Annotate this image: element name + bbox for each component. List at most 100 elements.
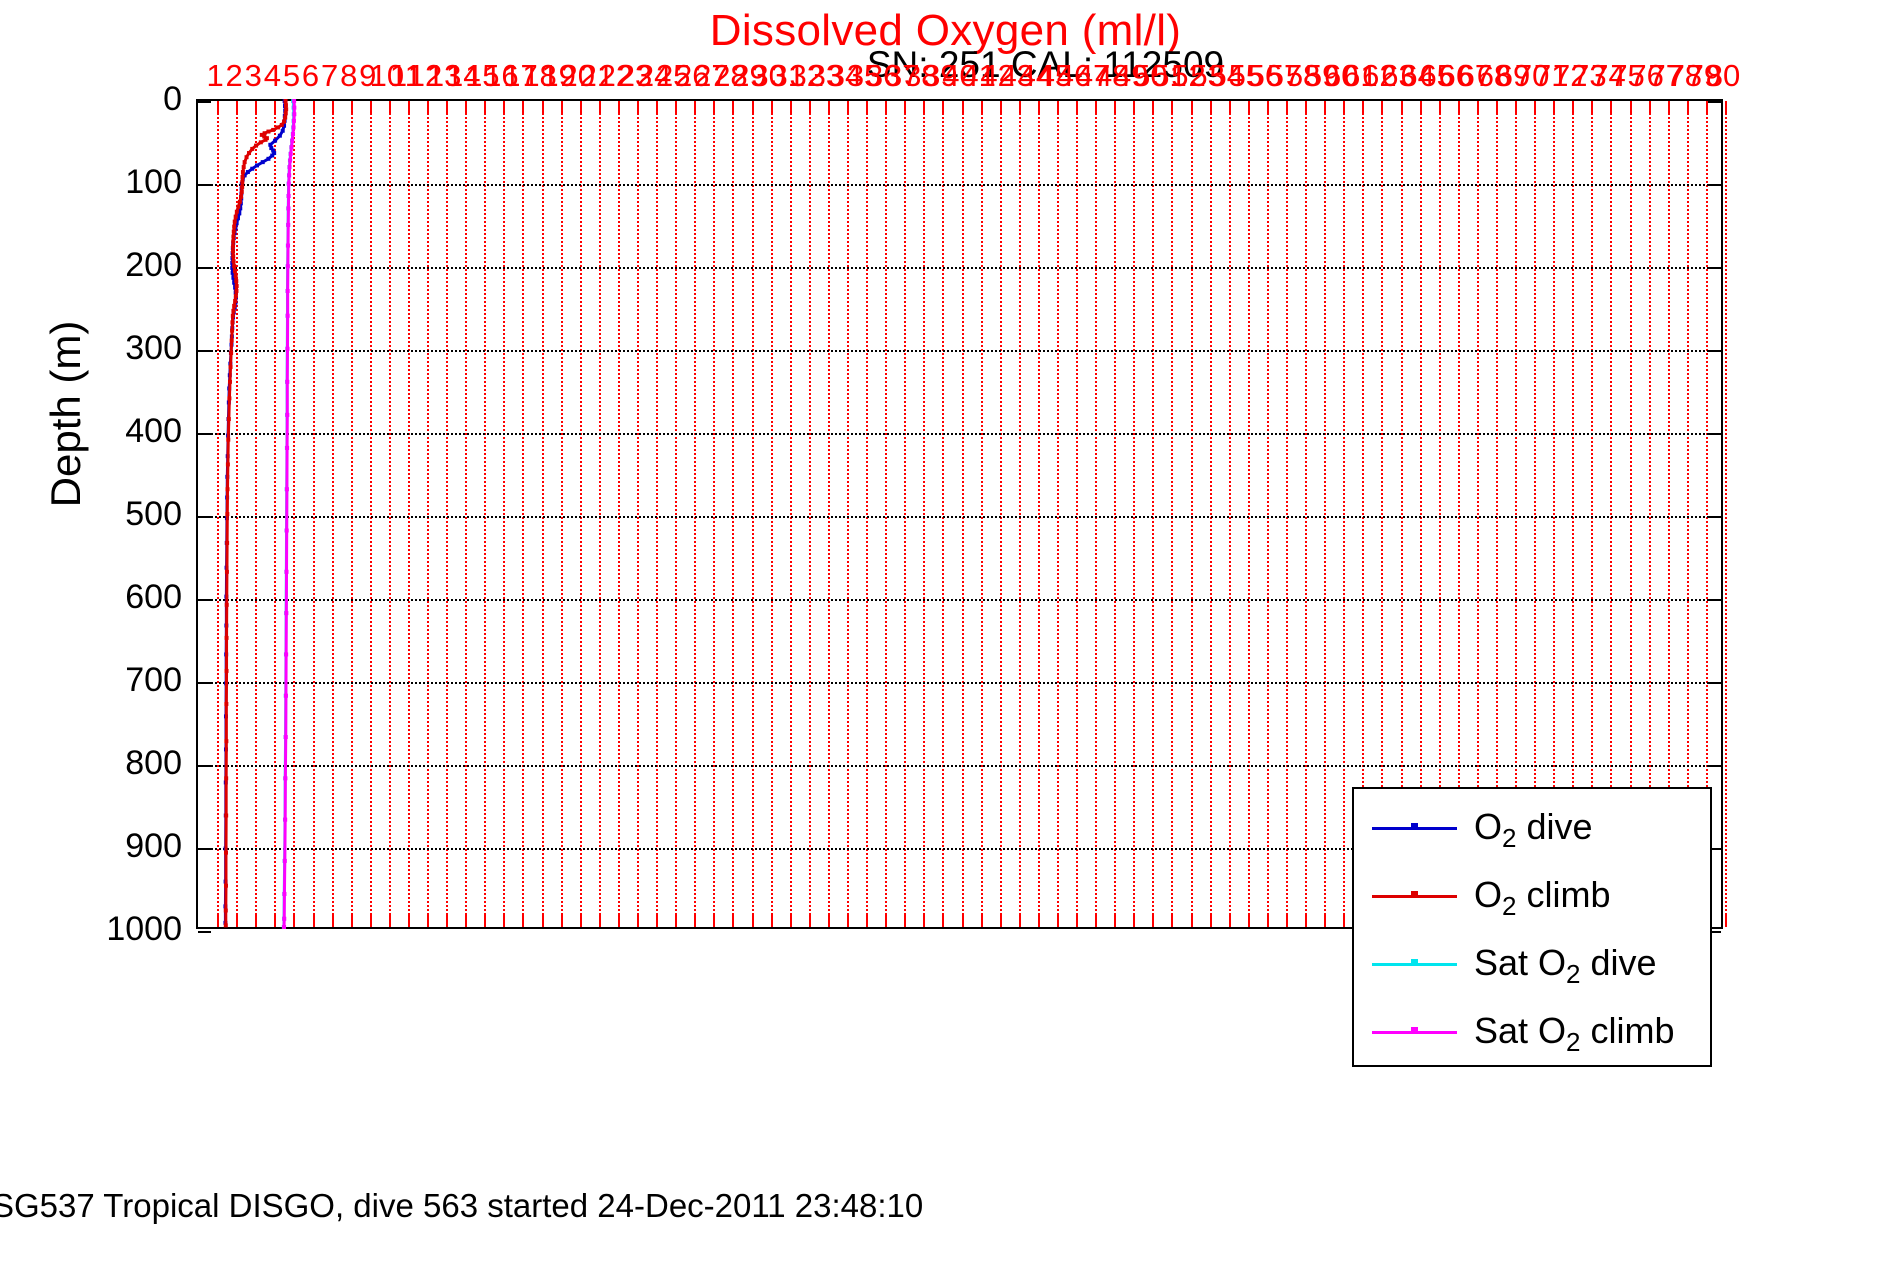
vertical-gridline	[1610, 101, 1613, 927]
series-marker	[234, 209, 239, 214]
x-tick-mark	[1056, 914, 1059, 927]
data-series	[223, 99, 289, 928]
series-marker	[283, 103, 288, 108]
series-marker	[231, 244, 236, 249]
series-marker	[224, 813, 229, 818]
x-tick-label: 46	[1056, 58, 1092, 93]
series-marker	[239, 194, 244, 199]
series-marker	[226, 437, 231, 442]
series-marker	[241, 165, 246, 170]
x-tick-mark	[1285, 101, 1288, 114]
series-marker	[231, 249, 236, 254]
x-tick-mark	[1686, 101, 1689, 114]
x-tick-mark	[541, 101, 544, 114]
x-tick-label: 75	[1610, 58, 1645, 93]
vertical-gridline	[1209, 101, 1212, 927]
x-tick-mark	[1037, 101, 1040, 114]
x-tick-mark	[675, 101, 678, 114]
series-marker	[233, 274, 238, 279]
x-tick-label: 36	[865, 58, 901, 93]
x-tick-mark	[1515, 101, 1518, 114]
vertical-gridline	[312, 101, 315, 927]
vertical-gridline	[1534, 101, 1537, 927]
legend-box[interactable]: O2 dive O2 climb Sat O2 dive Sat O2 climb	[1352, 787, 1712, 1067]
vertical-gridline	[961, 101, 964, 927]
x-tick-label: 41	[961, 58, 996, 93]
series-marker	[224, 668, 229, 673]
legend-marker-icon	[1411, 959, 1418, 966]
x-tick-mark	[1247, 914, 1250, 927]
x-tick-mark	[713, 101, 716, 114]
x-tick-mark	[503, 914, 506, 927]
x-tick-mark	[1190, 101, 1193, 114]
x-tick-mark	[1667, 101, 1670, 114]
series-marker	[285, 445, 290, 450]
x-tick-label: 48	[1094, 58, 1130, 93]
y-tick-mark	[1708, 350, 1721, 352]
x-tick-mark	[312, 101, 315, 114]
series-marker	[269, 146, 274, 151]
series-marker	[282, 891, 287, 896]
vertical-gridline	[1190, 101, 1193, 927]
series-marker	[225, 540, 230, 545]
series-marker	[230, 328, 235, 333]
series-marker	[224, 701, 229, 706]
series-marker	[223, 883, 228, 888]
data-series-layer	[223, 99, 297, 929]
x-tick-mark	[465, 101, 468, 114]
x-tick-mark	[255, 914, 258, 927]
x-tick-mark	[637, 101, 639, 114]
x-tick-mark	[1114, 101, 1117, 114]
x-tick-label: 68	[1476, 58, 1512, 93]
legend-item[interactable]: Sat O2 climb	[1354, 997, 1710, 1067]
x-tick-mark	[713, 914, 716, 927]
vertical-gridline	[656, 101, 659, 927]
x-tick-mark	[637, 914, 639, 927]
y-tick-mark	[198, 765, 211, 767]
legend-item[interactable]: O2 dive	[1354, 793, 1710, 863]
vertical-gridline	[388, 101, 391, 927]
series-marker	[231, 275, 236, 280]
y-tick-mark	[1708, 682, 1721, 684]
vertical-gridline	[904, 101, 907, 927]
series-marker	[284, 528, 289, 533]
series-marker	[283, 115, 288, 120]
vertical-gridline	[808, 101, 811, 927]
series-marker	[262, 131, 267, 136]
x-tick-mark	[1648, 101, 1651, 114]
x-tick-label: 47	[1075, 58, 1111, 93]
horizontal-gridline	[198, 184, 1721, 186]
x-tick-mark	[827, 101, 830, 114]
y-tick-label: 0	[163, 80, 182, 118]
x-tick-label: 78	[1667, 58, 1703, 93]
figure-caption: SG537 Tropical DISGO, dive 563 started 2…	[0, 1187, 924, 1224]
plot-area[interactable]	[196, 99, 1727, 933]
legend-item[interactable]: Sat O2 dive	[1354, 929, 1710, 999]
series-marker	[258, 140, 263, 145]
x-tick-mark	[236, 914, 239, 927]
vertical-gridline	[1553, 101, 1556, 927]
vertical-gridline	[1266, 101, 1269, 927]
x-tick-mark	[808, 914, 811, 927]
series-marker	[292, 112, 297, 117]
y-tick-label: 700	[125, 661, 182, 699]
series-marker	[231, 239, 236, 244]
vertical-gridline	[1305, 101, 1308, 927]
y-tick-mark	[1708, 433, 1721, 435]
series-marker	[283, 99, 288, 103]
x-tick-mark	[1228, 101, 1231, 114]
x-tick-label: 58	[1285, 58, 1321, 93]
x-tick-label: 38	[904, 58, 939, 93]
legend-item[interactable]: O2 climb	[1354, 861, 1710, 931]
x-tick-mark	[694, 914, 697, 927]
series-marker	[288, 151, 293, 156]
series-marker	[282, 916, 287, 921]
x-tick-mark	[560, 101, 563, 114]
series-marker	[240, 179, 245, 184]
series-marker	[263, 137, 268, 142]
x-tick-mark	[331, 101, 334, 114]
x-tick-label: 11	[389, 58, 423, 93]
series-marker	[232, 269, 237, 274]
x-tick-mark	[1018, 914, 1021, 927]
